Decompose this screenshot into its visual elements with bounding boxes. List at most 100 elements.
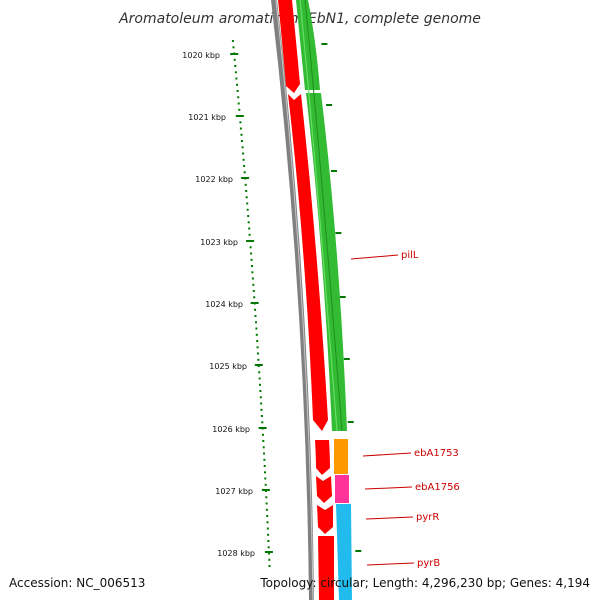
gene-label-pilL: pilL <box>401 250 419 261</box>
minor-tick <box>257 358 260 361</box>
minor-tick <box>268 558 271 561</box>
genome-backbone <box>271 0 314 600</box>
minor-tick <box>247 215 250 217</box>
track-dash <box>331 170 337 172</box>
minor-tick <box>240 133 243 136</box>
major-tick <box>250 302 259 304</box>
minor-tick <box>234 65 237 67</box>
major-tick <box>230 53 239 55</box>
minor-tick <box>251 271 254 274</box>
leader-line-ebA1756 <box>364 486 413 490</box>
track-dash <box>343 358 350 360</box>
cds-forward <box>317 505 333 534</box>
minor-tick <box>239 127 242 130</box>
tick-label-1025: 1025 kbp <box>209 362 247 371</box>
cds-forward <box>315 440 330 475</box>
minor-tick <box>260 415 263 417</box>
minor-tick <box>244 183 247 186</box>
minor-tick <box>263 465 266 467</box>
track-dash <box>339 296 346 298</box>
minor-tick <box>266 515 269 517</box>
minor-tick <box>249 246 252 249</box>
major-tick <box>258 427 267 429</box>
minor-tick <box>248 233 251 236</box>
major-tick <box>261 489 270 491</box>
tick-label-1024: 1024 kbp <box>205 300 243 309</box>
minor-tick <box>259 396 262 399</box>
minor-tick <box>262 440 265 442</box>
minor-tick <box>262 446 265 449</box>
major-tick <box>246 240 255 242</box>
major-tick <box>241 177 250 179</box>
minor-tick <box>263 458 266 461</box>
major-tick <box>264 551 273 553</box>
gene-pyr-block <box>336 504 352 600</box>
minor-tick <box>255 321 257 324</box>
minor-tick <box>265 496 268 499</box>
tick-label-1020: 1020 kbp <box>182 51 220 60</box>
gene-label-ebA1756: ebA1756 <box>415 482 460 493</box>
minor-tick <box>267 546 270 549</box>
minor-tick <box>235 77 238 80</box>
minor-tick <box>246 202 249 205</box>
tick-labels: 1020 kbp 1021 kbp 1022 kbp 1023 kbp 1024… <box>182 51 255 558</box>
minor-tick <box>264 477 267 480</box>
track-dash <box>321 43 328 45</box>
minor-tick <box>267 533 270 536</box>
minor-tick <box>252 283 255 286</box>
tick-label-1021: 1021 kbp <box>188 113 226 122</box>
cds-forward <box>278 0 300 93</box>
minor-tick <box>243 165 246 167</box>
minor-tick <box>248 227 251 230</box>
track-dash <box>347 421 354 423</box>
cds-forward <box>318 536 334 600</box>
minor-tick <box>237 102 240 105</box>
topology-text: Topology: circular; Length: 4,296,230 bp… <box>260 576 590 590</box>
minor-tick <box>262 433 264 436</box>
gene-leader-lines <box>350 254 415 566</box>
minor-tick <box>252 290 255 292</box>
tick-label-1022: 1022 kbp <box>195 175 233 184</box>
gene-label-pyrR: pyrR <box>416 512 439 523</box>
major-tick-marks <box>230 43 362 553</box>
minor-tick <box>236 83 238 86</box>
gene-label-pyrB: pyrB <box>417 558 440 569</box>
minor-tick <box>255 327 258 330</box>
minor-tick <box>243 171 246 174</box>
tick-label-1023: 1023 kbp <box>200 238 238 247</box>
minor-tick <box>260 408 263 411</box>
minor-tick <box>267 540 270 542</box>
minor-tick <box>231 40 234 42</box>
minor-tick <box>264 483 267 486</box>
minor-tick <box>258 371 261 374</box>
minor-tick <box>263 452 265 455</box>
gene-ebA1753-block <box>334 439 348 474</box>
minor-tick <box>241 146 244 149</box>
minor-tick <box>238 108 241 111</box>
major-tick <box>235 115 244 117</box>
minor-tick <box>259 390 262 392</box>
cds-forward <box>316 476 332 503</box>
minor-tick <box>242 158 245 161</box>
minor-tick <box>237 96 240 99</box>
minor-tick <box>268 565 271 567</box>
track-dash <box>335 232 342 234</box>
backbone-highlight <box>275 0 314 600</box>
tick-label-1027: 1027 kbp <box>215 487 253 496</box>
leader-line-pilL <box>350 254 399 260</box>
leader-line-pyrR <box>365 516 414 520</box>
reverse-strand-features <box>296 0 347 432</box>
minor-tick <box>256 340 259 342</box>
minor-tick <box>259 383 261 386</box>
tick-label-1028: 1028 kbp <box>217 549 255 558</box>
minor-tick <box>258 377 261 380</box>
minor-tick <box>236 90 239 92</box>
minor-tick <box>254 308 257 311</box>
track-dash <box>326 104 333 106</box>
major-tick <box>254 364 263 366</box>
minor-tick <box>246 208 249 211</box>
track-dash <box>355 550 362 552</box>
minor-tick <box>265 508 268 511</box>
leader-line-ebA1753 <box>362 452 412 457</box>
minor-tick <box>233 58 236 61</box>
